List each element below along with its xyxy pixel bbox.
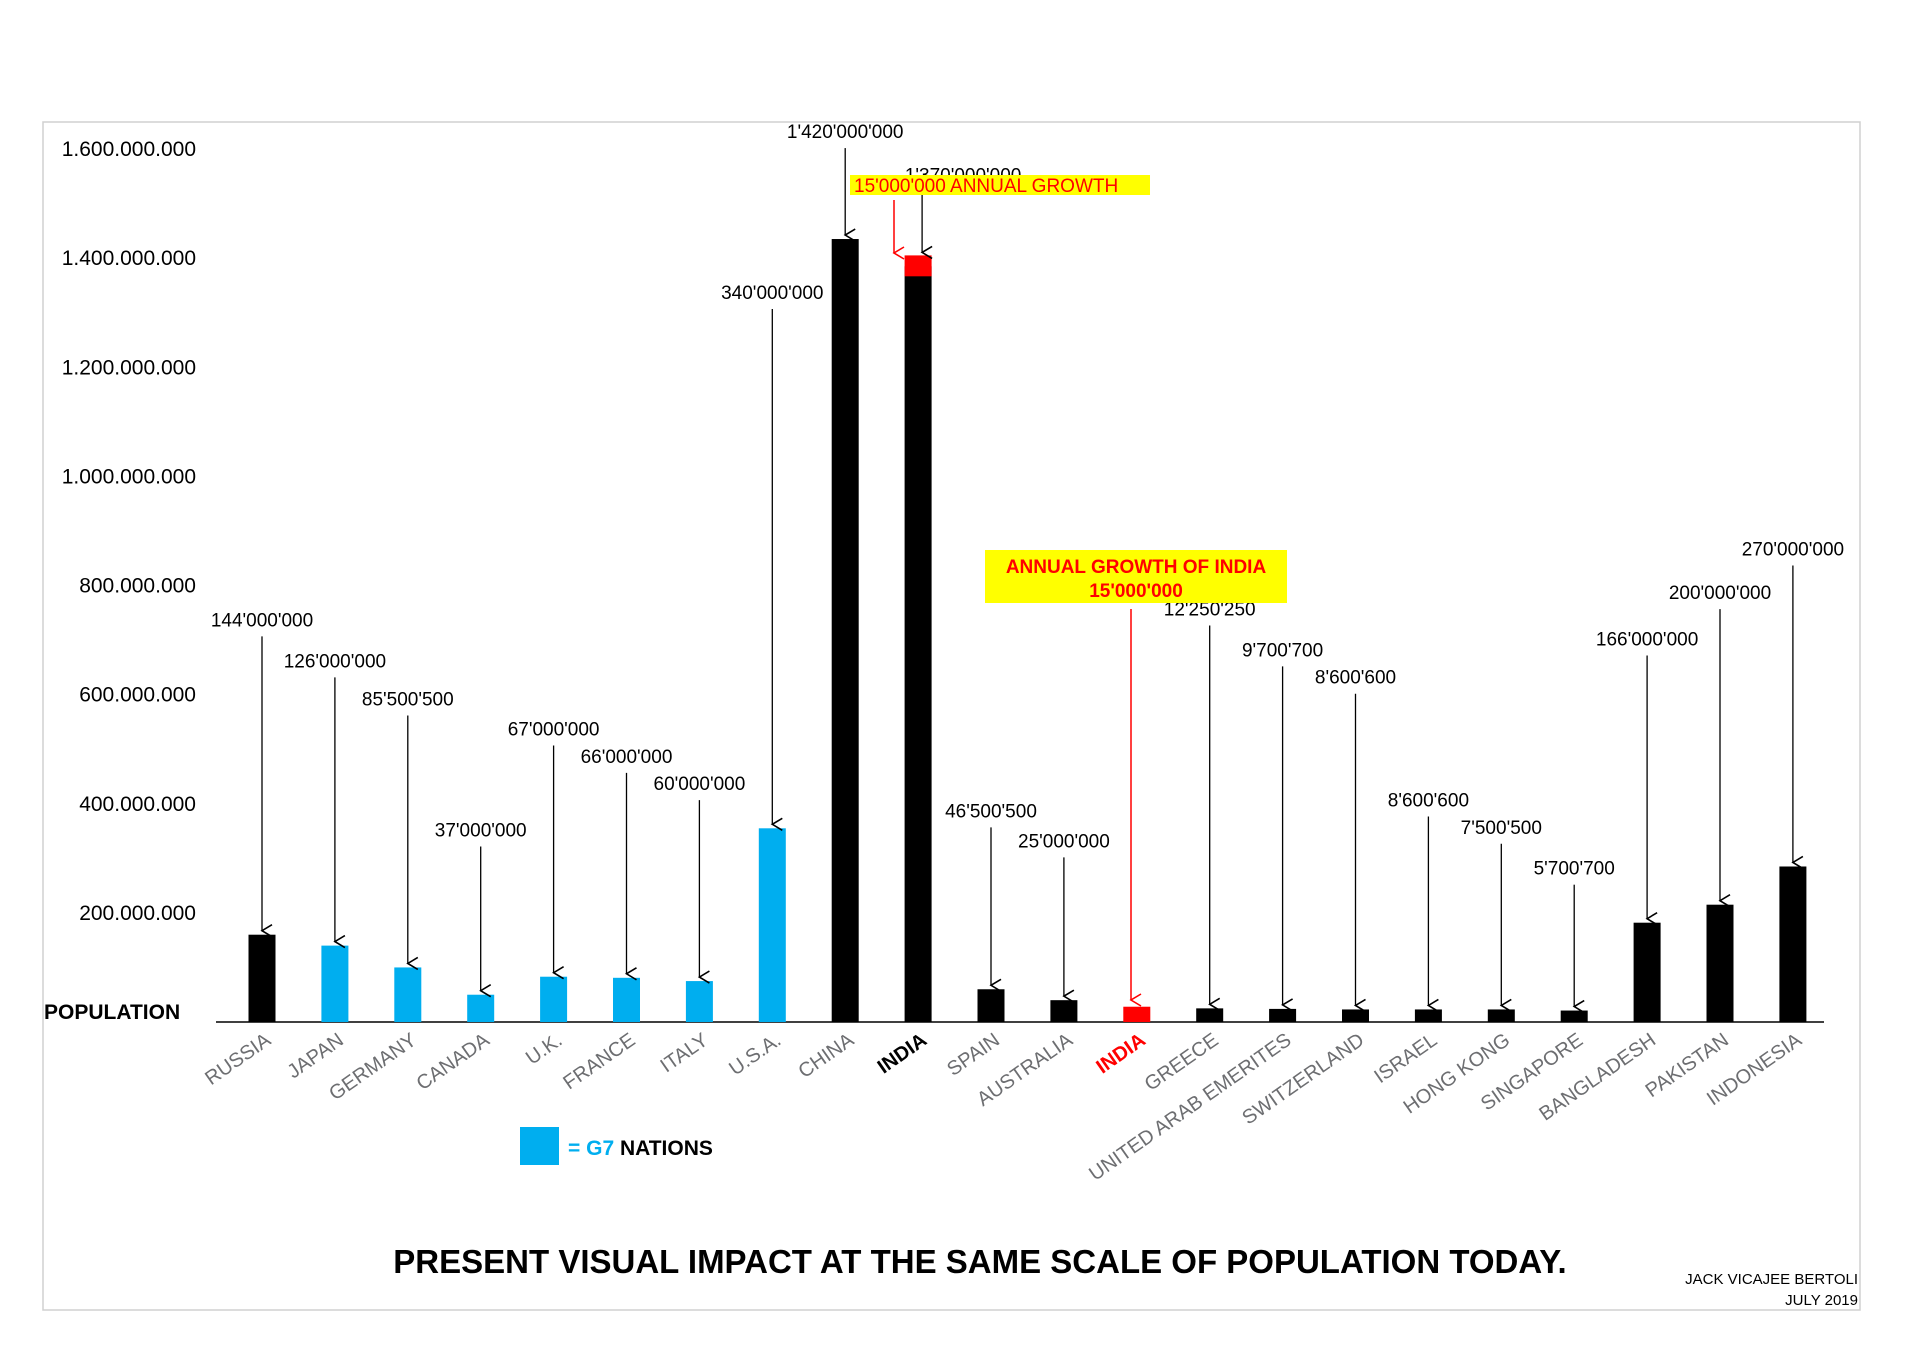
x-tick-label: INDIA [874, 1029, 931, 1078]
value-annotations: 144'000'000 126'000'000 85'500'500 37'000'0… [211, 122, 1844, 1014]
bar [1342, 1009, 1369, 1022]
bar [1706, 904, 1734, 1022]
author: JACK VICAJEE BERTOLI [1685, 1271, 1858, 1288]
value-label: 12'250'250 [1164, 600, 1256, 621]
bar [1633, 922, 1661, 1022]
value-label: 1'420'000'000 [787, 122, 904, 143]
y-tick-label: 1.200.000.000 [62, 356, 196, 379]
x-tick-label: JAPAN [284, 1029, 348, 1083]
x-tick-label: U.S.A. [725, 1029, 785, 1080]
chart-frame [42, 121, 1861, 1311]
bar [904, 266, 932, 1022]
value-label: 126'000'000 [284, 651, 386, 672]
value-label: 85'500'500 [362, 690, 454, 711]
date: JULY 2019 [1785, 1292, 1858, 1309]
legend-suffix: NATIONS [614, 1137, 713, 1160]
bar [1269, 1008, 1297, 1022]
x-tick-label: INDIA [1092, 1029, 1149, 1078]
value-label: 8'600'600 [1388, 790, 1469, 811]
x-tick-label: CANADA [413, 1029, 494, 1095]
value-label: 7'500'500 [1461, 818, 1542, 839]
bar [1779, 866, 1807, 1022]
x-tick-label: CHINA [794, 1029, 858, 1083]
growth-box-line2: 15'000'000 [1089, 581, 1183, 602]
legend-prefix: = [568, 1137, 586, 1160]
bar [1487, 1009, 1515, 1022]
value-label: 66'000'000 [581, 747, 673, 768]
bar [321, 945, 349, 1022]
value-label: 200'000'000 [1669, 583, 1771, 604]
top-growth-annotation: 15'000'000 ANNUAL GROWTH [850, 175, 1150, 260]
bar [1560, 1010, 1588, 1022]
bars [248, 239, 1807, 1022]
top-growth-highlight [850, 175, 1150, 195]
legend-g7: G7 [586, 1137, 614, 1160]
x-tick-label: SPAIN [943, 1029, 1004, 1081]
x-tick-label: FRANCE [559, 1029, 639, 1094]
value-label: 25'000'000 [1018, 831, 1110, 852]
bar [1414, 1009, 1442, 1022]
top-growth-label: 15'000'000 ANNUAL GROWTH [854, 176, 1118, 197]
bar [977, 989, 1005, 1022]
x-tick-label: SWITZERLAND [1238, 1029, 1368, 1129]
value-label: 9'700'700 [1242, 640, 1323, 661]
bar [831, 239, 859, 1022]
bar [540, 976, 568, 1022]
legend-text: = G7 NATIONS [568, 1137, 713, 1160]
y-tick-label: 200.000.000 [79, 902, 196, 925]
x-tick-label: RUSSIA [201, 1029, 275, 1090]
growth-box: ANNUAL GROWTH OF INDIA 15'000'000 [985, 550, 1287, 1007]
bar [1050, 1000, 1078, 1022]
value-label: 46'500'500 [945, 801, 1037, 822]
bar [613, 977, 640, 1022]
bar [758, 828, 786, 1022]
value-label: 340'000'000 [721, 283, 823, 304]
chart-title: PRESENT VISUAL IMPACT AT THE SAME SCALE … [393, 1243, 1566, 1280]
y-axis-ticks: 200.000.000 400.000.000 600.000.000 800.000… [62, 138, 196, 925]
value-label: 8'600'600 [1315, 668, 1396, 689]
y-tick-label: 1.400.000.000 [62, 247, 196, 270]
y-tick-label: 800.000.000 [79, 575, 196, 598]
growth-box-line1: ANNUAL GROWTH OF INDIA [1006, 557, 1267, 578]
value-label: 60'000'000 [654, 774, 746, 795]
growth-box-background [985, 550, 1287, 603]
x-tick-label: U.K. [522, 1029, 566, 1069]
bar [1196, 1008, 1224, 1022]
bar [248, 934, 276, 1022]
y-axis-label: POPULATION [44, 1001, 180, 1024]
y-tick-label: 1.600.000.000 [62, 138, 196, 161]
value-label: 166'000'000 [1596, 630, 1698, 651]
legend: = G7 NATIONS [520, 1127, 713, 1165]
y-tick-label: 1.000.000.000 [62, 465, 196, 488]
x-tick-label: ITALY [657, 1029, 713, 1077]
bar [1123, 1006, 1151, 1022]
bar [685, 981, 713, 1022]
legend-swatch-g7 [520, 1127, 559, 1165]
value-label: 67'000'000 [508, 720, 600, 741]
bar [467, 994, 495, 1022]
bar [394, 967, 422, 1022]
value-label: 5'700'700 [1534, 859, 1615, 880]
value-label: 270'000'000 [1742, 539, 1844, 560]
value-label: 37'000'000 [435, 820, 527, 841]
india-growth-segment [904, 255, 932, 277]
y-tick-label: 600.000.000 [79, 684, 196, 707]
y-tick-label: 400.000.000 [79, 793, 196, 816]
value-label: 144'000'000 [211, 610, 313, 631]
